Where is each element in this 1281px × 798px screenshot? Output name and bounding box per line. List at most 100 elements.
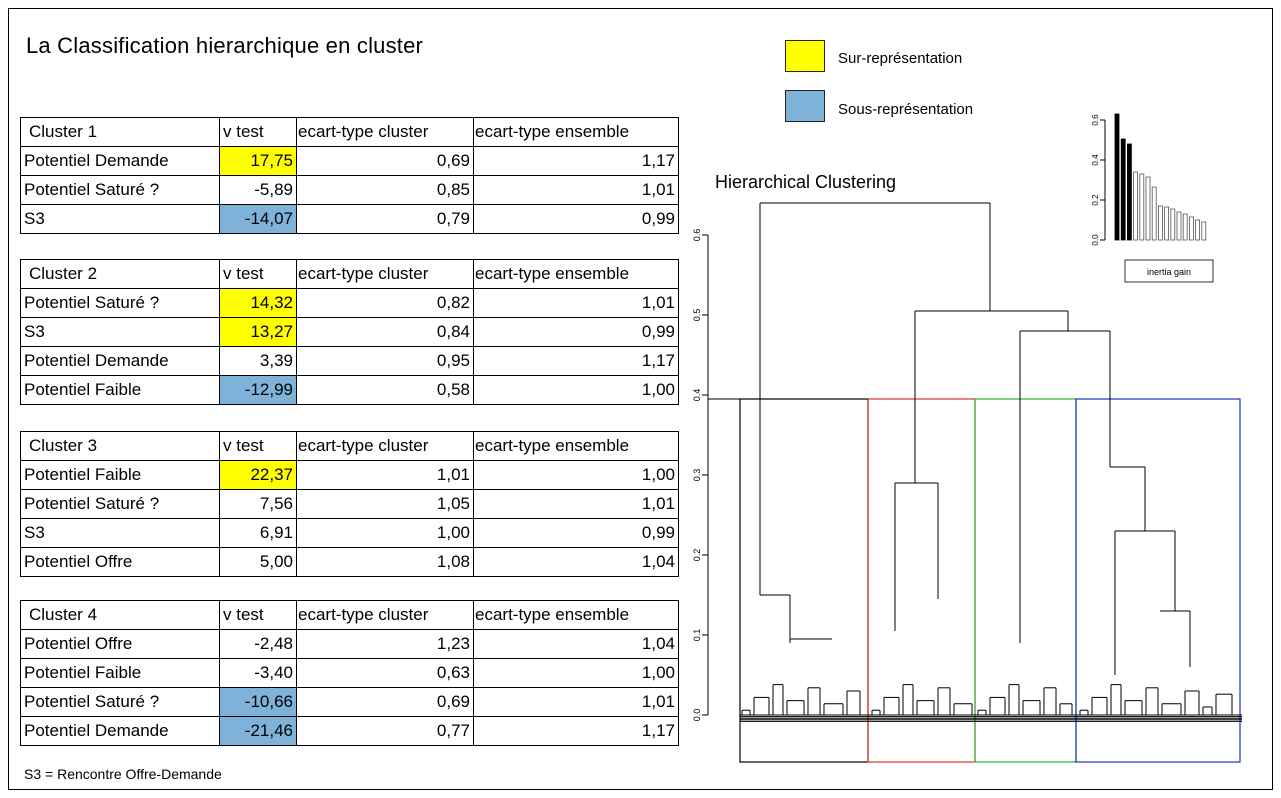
- vtest-value: 6,91: [219, 518, 297, 548]
- page-title: La Classification hierarchique en cluste…: [26, 33, 424, 58]
- sd-all-value: 1,01: [473, 687, 679, 717]
- inertia-x-label: inertia gain: [1147, 267, 1191, 277]
- inertia-bar: [1120, 138, 1126, 241]
- inertia-bar: [1145, 176, 1151, 241]
- vtest-value: -10,66: [219, 687, 297, 717]
- sd-cluster-value: 0,58: [296, 375, 474, 405]
- cluster-name: Cluster 2: [20, 259, 220, 289]
- vtest-value: -3,40: [219, 658, 297, 688]
- table-row: S3 -14,07 0,79 0,99: [20, 204, 679, 234]
- sd-all-value: 1,01: [473, 489, 679, 519]
- table-row: Potentiel Demande -21,46 0,77 1,17: [20, 716, 679, 746]
- variable-label: S3: [20, 204, 220, 234]
- table-row: S3 6,91 1,00 0,99: [20, 518, 679, 548]
- variable-label: S3: [20, 317, 220, 347]
- table-row: Potentiel Demande 17,75 0,69 1,17: [20, 146, 679, 176]
- sd-cluster-value: 0,69: [296, 687, 474, 717]
- sd-all-value: 0,99: [473, 317, 679, 347]
- variable-label: Potentiel Demande: [20, 716, 220, 746]
- inertia-label-box: [1124, 259, 1214, 283]
- legend-swatch-under: [785, 90, 825, 122]
- variable-label: Potentiel Offre: [20, 547, 220, 577]
- sd-all-value: 0,99: [473, 518, 679, 548]
- vtest-value: 13,27: [219, 317, 297, 347]
- vtest-value: -12,99: [219, 375, 297, 405]
- vtest-value: 3,39: [219, 346, 297, 376]
- vtest-value: -5,89: [219, 175, 297, 205]
- sd-cluster-value: 0,82: [296, 288, 474, 318]
- sd-cluster-value: 1,08: [296, 547, 474, 577]
- sd-cluster-value: 0,63: [296, 658, 474, 688]
- sd-cluster-header: ecart-type cluster: [296, 431, 474, 461]
- sd-cluster-value: 1,23: [296, 629, 474, 659]
- dendrogram-chart: 0.0 0.1 0.2 0.3 0.4 0.5 0.6: [692, 202, 1242, 763]
- inertia-bar: [1127, 143, 1132, 241]
- cluster-box-4: [1075, 398, 1241, 763]
- vtest-value: 14,32: [219, 288, 297, 318]
- inertia-bar: [1176, 211, 1182, 241]
- dendrogram-y-tick-label: 0.4: [692, 389, 702, 402]
- sd-cluster-value: 1,05: [296, 489, 474, 519]
- variable-label: Potentiel Faible: [20, 460, 220, 490]
- sd-all-value: 1,17: [473, 146, 679, 176]
- sd-all-header: ecart-type ensemble: [473, 600, 679, 630]
- inertia-bar: [1201, 221, 1207, 241]
- variable-label: Potentiel Demande: [20, 346, 220, 376]
- sd-all-value: 1,01: [473, 288, 679, 318]
- sd-cluster-value: 0,85: [296, 175, 474, 205]
- inertia-y-tick-label: 0.0: [1091, 234, 1100, 246]
- vtest-value: -14,07: [219, 204, 297, 234]
- table-row: Potentiel Offre 5,00 1,08 1,04: [20, 547, 679, 577]
- inertia-bar: [1195, 219, 1200, 241]
- inertia-bar: [1170, 208, 1176, 241]
- cluster-name: Cluster 3: [20, 431, 220, 461]
- figure-frame: [8, 8, 1273, 790]
- sd-cluster-value: 0,77: [296, 716, 474, 746]
- sd-cluster-value: 0,95: [296, 346, 474, 376]
- variable-label: Potentiel Demande: [20, 146, 220, 176]
- inertia-bar: [1133, 171, 1138, 241]
- variable-label: Potentiel Saturé ?: [20, 175, 220, 205]
- sd-all-header: ecart-type ensemble: [473, 259, 679, 289]
- sd-cluster-header: ecart-type cluster: [296, 259, 474, 289]
- table-row: Potentiel Saturé ? 14,32 0,82 1,01: [20, 288, 679, 318]
- cluster-name: Cluster 1: [20, 117, 220, 147]
- sd-all-value: 1,17: [473, 716, 679, 746]
- dendrogram-y-tick-label: 0.1: [692, 629, 702, 642]
- vtest-header: v test: [219, 600, 297, 630]
- inertia-y-tick-label: 0.2: [1091, 194, 1100, 206]
- sd-cluster-value: 0,79: [296, 204, 474, 234]
- inertia-bar: [1158, 205, 1163, 241]
- variable-label: Potentiel Saturé ?: [20, 288, 220, 318]
- sd-all-value: 1,17: [473, 346, 679, 376]
- inertia-bar: [1182, 213, 1188, 241]
- vtest-value: -2,48: [219, 629, 297, 659]
- vtest-value: -21,46: [219, 716, 297, 746]
- inertia-bar: [1164, 206, 1169, 241]
- inertia-y-tick-label: 0.6: [1091, 114, 1100, 126]
- sd-cluster-value: 1,00: [296, 518, 474, 548]
- variable-label: Potentiel Faible: [20, 375, 220, 405]
- variable-label: Potentiel Offre: [20, 629, 220, 659]
- dendrogram-y-tick-label: 0.2: [692, 549, 702, 562]
- legend-swatch-over: [785, 40, 825, 72]
- table-row: Potentiel Faible 22,37 1,01 1,00: [20, 460, 679, 490]
- inertia-bar: [1151, 186, 1157, 241]
- table-row: Potentiel Demande 3,39 0,95 1,17: [20, 346, 679, 376]
- table-row: S3 13,27 0,84 0,99: [20, 317, 679, 347]
- sd-all-value: 1,01: [473, 175, 679, 205]
- dendrogram-y-tick-label: 0.5: [692, 309, 702, 322]
- sd-cluster-value: 1,01: [296, 460, 474, 490]
- sd-all-value: 1,04: [473, 629, 679, 659]
- table-row: Potentiel Saturé ? 7,56 1,05 1,01: [20, 489, 679, 519]
- vtest-value: 7,56: [219, 489, 297, 519]
- table-row: Potentiel Offre -2,48 1,23 1,04: [20, 629, 679, 659]
- vtest-value: 17,75: [219, 146, 297, 176]
- inertia-y-tick-label: 0.4: [1091, 154, 1100, 166]
